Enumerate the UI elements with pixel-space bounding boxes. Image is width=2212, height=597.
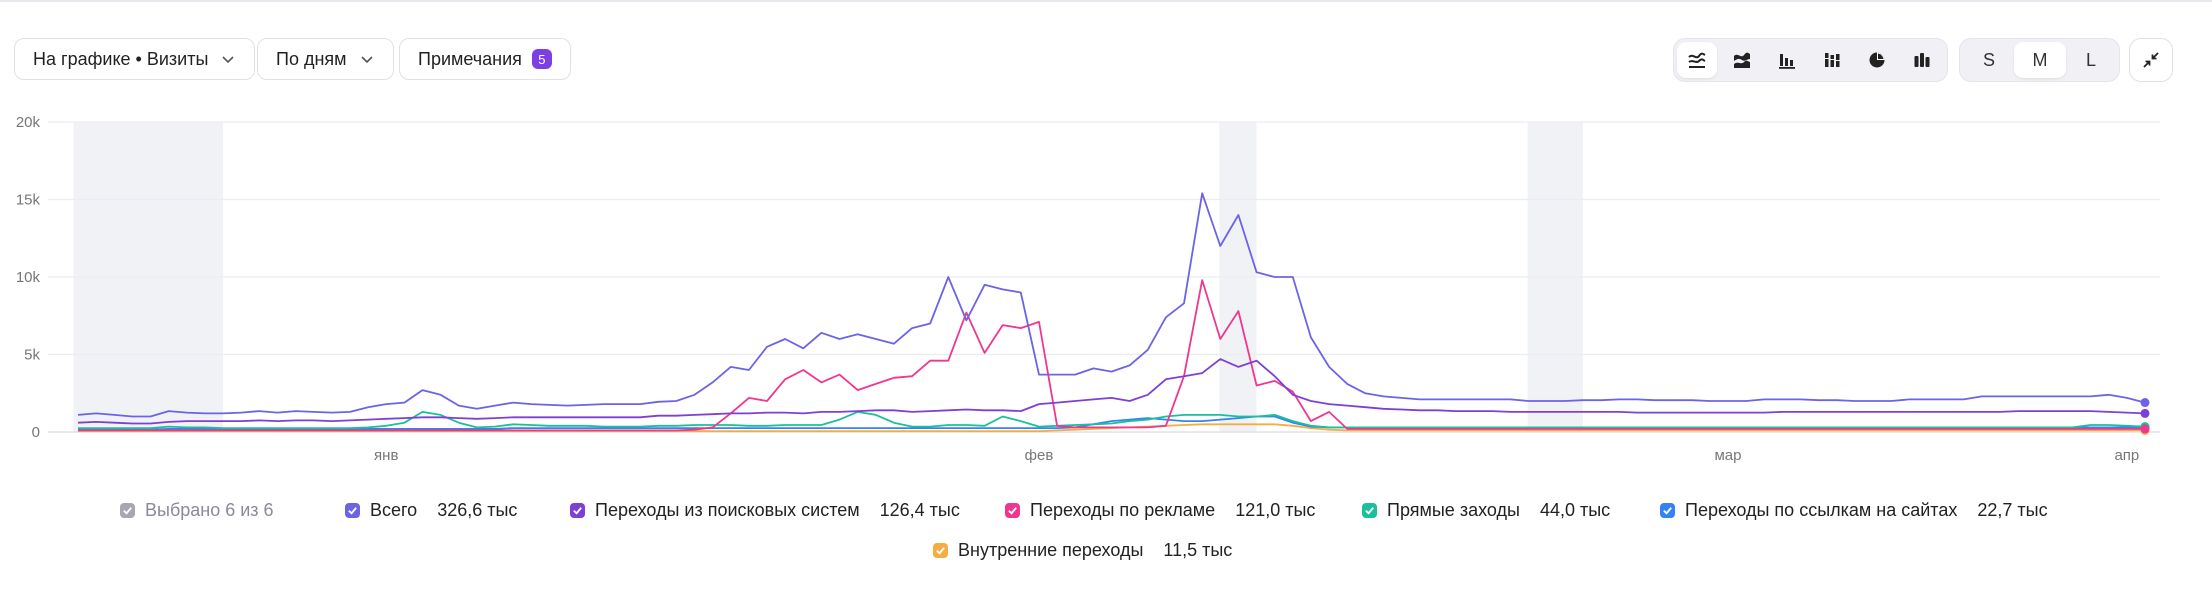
stacked-bar-button[interactable]: [1812, 42, 1852, 78]
checkbox-icon: [120, 503, 135, 518]
chevron-down-icon: [222, 56, 234, 64]
legend-item[interactable]: Внутренние переходы 11,5 тыс: [933, 540, 1232, 561]
stacked-area-icon: [1734, 52, 1750, 68]
chart-type-switcher: [1673, 38, 1948, 82]
legend-value: 326,6 тыс: [437, 500, 518, 520]
size-m-button[interactable]: M: [2014, 42, 2066, 78]
column-chart-icon: [1914, 53, 1930, 67]
legend-item[interactable]: Переходы по ссылкам на сайтах 22,7 тыс: [1660, 500, 2048, 521]
chevron-down-icon: [360, 56, 373, 64]
collapse-arrows-icon: [2143, 52, 2159, 68]
stacked-area-line-button[interactable]: [1677, 42, 1717, 78]
chart-size-switcher: S M L: [1959, 38, 2120, 82]
legend-select-all[interactable]: Выбрано 6 из 6: [120, 500, 274, 521]
chart-metric-label: На графике • Визиты: [33, 48, 209, 69]
legend-item[interactable]: Прямые заходы 44,0 тыс: [1362, 500, 1610, 521]
column-chart-button[interactable]: [1902, 42, 1942, 78]
stacked-area-line-icon: [1688, 52, 1706, 68]
checkbox-icon: [1005, 503, 1020, 518]
legend-value: 11,5 тыс: [1163, 540, 1233, 560]
grouping-label: По дням: [276, 48, 347, 69]
bar-chart-icon: [1779, 54, 1795, 69]
size-l-button[interactable]: L: [2085, 49, 2096, 70]
line-chart: 0 5k 10k 15k 20k янв фев мар апр: [16, 114, 2160, 464]
checkbox-icon: [1660, 503, 1675, 518]
series-line: [78, 279, 2145, 432]
x-tick-label: апр: [2114, 447, 2139, 464]
legend-item[interactable]: Переходы по рекламе 121,0 тыс: [1005, 500, 1315, 521]
bar-chart-button[interactable]: [1767, 42, 1807, 78]
checkbox-icon: [933, 543, 948, 558]
x-tick-label: янв: [374, 447, 398, 464]
legend-label: Внутренние переходы: [958, 540, 1144, 560]
series-line: [77, 192, 2146, 418]
y-tick-label: 20k: [16, 114, 41, 131]
y-tick-label: 5k: [24, 347, 40, 364]
series-line: [78, 410, 2146, 430]
legend-label: Прямые заходы: [1387, 500, 1520, 520]
legend-value: 44,0 тыс: [1539, 500, 1611, 520]
notes-button[interactable]: Примечания 5: [399, 38, 571, 80]
checkbox-icon: [1362, 503, 1377, 518]
pie-chart-button[interactable]: [1857, 42, 1897, 78]
x-tick-label: фев: [1025, 447, 1054, 464]
checkbox-icon: [345, 503, 360, 518]
series-end-point: [2140, 398, 2150, 408]
top-divider: [0, 0, 2212, 2]
stacked-area-button[interactable]: [1722, 42, 1762, 78]
legend-label: Переходы из поисковых систем: [595, 500, 860, 520]
y-tick-label: 15k: [16, 192, 41, 209]
legend-summary: Выбрано 6 из 6: [145, 500, 274, 520]
y-tick-label: 0: [32, 424, 40, 441]
legend-item[interactable]: Переходы из поисковых систем 126,4 тыс: [570, 500, 960, 521]
legend-value: 22,7 тыс: [1977, 500, 2048, 520]
series-end-point: [2140, 424, 2150, 434]
legend-label: Всего: [370, 500, 418, 520]
size-s-button[interactable]: S: [1982, 49, 1995, 70]
notes-label: Примечания: [418, 48, 522, 69]
legend-label: Переходы по ссылкам на сайтах: [1685, 500, 1958, 520]
legend-label: Переходы по рекламе: [1030, 500, 1216, 520]
x-tick-label: мар: [1714, 447, 1741, 464]
stacked-bar-icon: [1825, 53, 1840, 67]
legend-value: 121,0 тыс: [1235, 500, 1316, 520]
pie-chart-icon: [1869, 52, 1885, 68]
notes-count-badge: 5: [531, 49, 552, 69]
grouping-dropdown[interactable]: По дням: [257, 38, 394, 80]
collapse-chart-button[interactable]: [2129, 38, 2173, 82]
series-end-point: [2140, 408, 2150, 418]
legend-value: 126,4 тыс: [879, 500, 960, 520]
checkbox-icon: [570, 503, 585, 518]
series-line: [77, 358, 2146, 425]
y-tick-label: 10k: [16, 269, 41, 286]
chart-metric-dropdown[interactable]: На графике • Визиты: [14, 38, 256, 80]
legend-item[interactable]: Всего 326,6 тыс: [345, 500, 517, 521]
